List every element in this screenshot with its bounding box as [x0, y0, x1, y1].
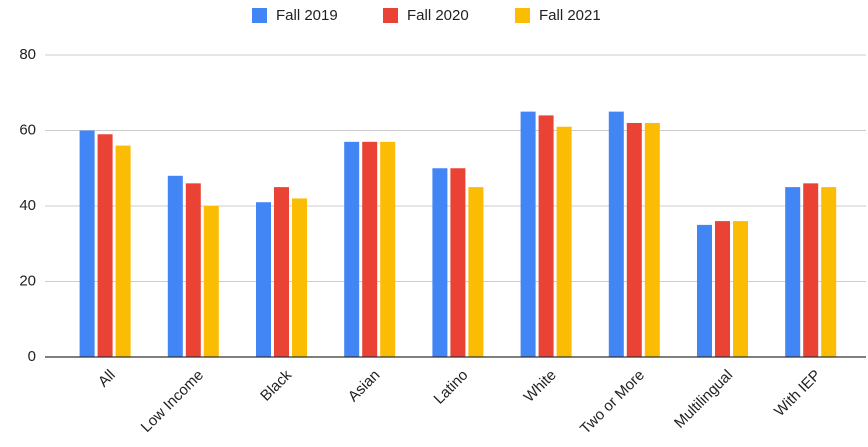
- bar: [608, 111, 624, 357]
- x-tick-label: White: [521, 367, 560, 406]
- bar: [626, 122, 642, 357]
- bar: [556, 126, 572, 357]
- bar: [256, 202, 271, 357]
- bar: [697, 224, 712, 357]
- bar: [97, 134, 113, 357]
- bar: [520, 111, 536, 357]
- y-tick-label: 80: [19, 46, 36, 63]
- bar: [292, 198, 307, 357]
- x-tick-label: Asian: [345, 367, 384, 406]
- bar: [450, 168, 466, 357]
- y-tick-label: 60: [19, 121, 36, 138]
- legend-label: Fall 2019: [276, 7, 338, 24]
- bar: [644, 122, 660, 357]
- bar: [821, 187, 837, 357]
- bar: [274, 187, 289, 357]
- bar: [538, 115, 554, 358]
- bar: [380, 141, 396, 357]
- x-tick-label: With IEP: [771, 367, 824, 420]
- x-tick-label: Multilingual: [671, 367, 736, 432]
- bar: [115, 145, 131, 357]
- bar: [362, 141, 378, 357]
- bar: [715, 221, 730, 357]
- x-tick-label: Latino: [431, 367, 472, 408]
- legend-swatch: [383, 8, 398, 23]
- bar: [733, 221, 748, 357]
- x-tick-label: Black: [257, 366, 295, 404]
- bar: [79, 130, 95, 357]
- bar: [185, 183, 201, 357]
- bar: [344, 141, 360, 357]
- y-tick-label: 40: [19, 197, 36, 214]
- x-tick-label: Two or More: [577, 367, 648, 438]
- legend-swatch: [252, 8, 267, 23]
- legend-label: Fall 2020: [407, 7, 469, 24]
- bar: [468, 187, 484, 357]
- bar: [167, 175, 183, 357]
- bar: [432, 168, 448, 357]
- x-tick-label: Low Income: [138, 367, 207, 436]
- y-tick-label: 0: [28, 348, 36, 365]
- bar: [203, 206, 219, 357]
- legend-swatch: [515, 8, 530, 23]
- legend-label: Fall 2021: [539, 7, 601, 24]
- x-tick-label: All: [95, 367, 119, 391]
- y-tick-label: 20: [19, 272, 36, 289]
- bar: [785, 187, 801, 357]
- bar: [803, 183, 819, 357]
